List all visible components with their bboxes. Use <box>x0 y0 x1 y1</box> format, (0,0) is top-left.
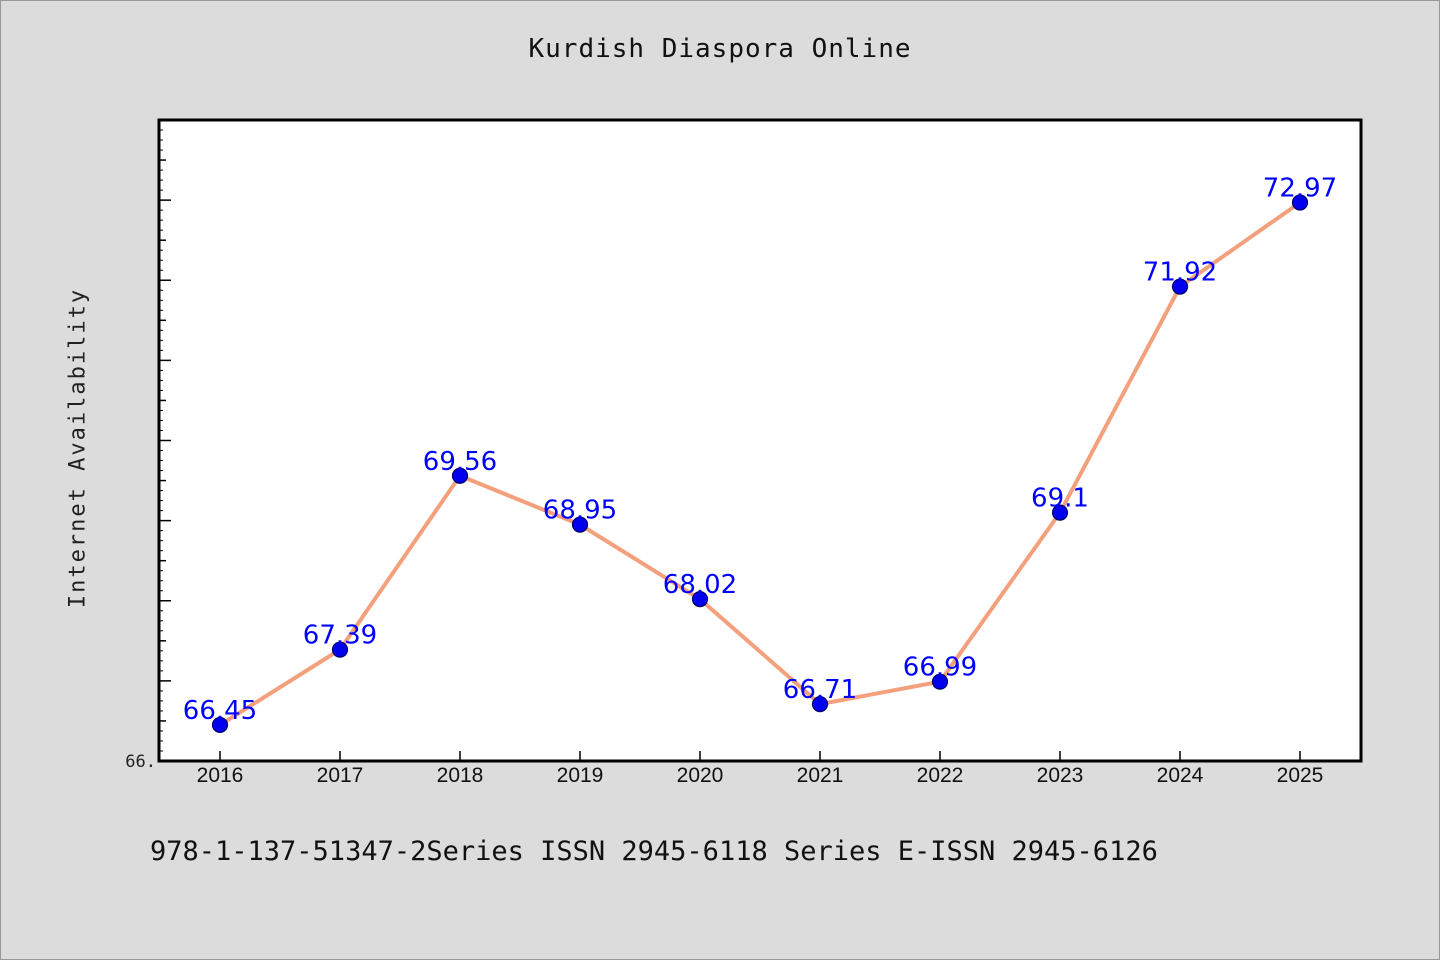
x-tick-label: 2020 <box>677 764 724 787</box>
plot-area <box>159 120 1361 761</box>
data-label: 69.1 <box>1031 484 1089 514</box>
data-label: 66.45 <box>183 696 257 726</box>
series-line <box>218 200 1302 727</box>
data-labels: 66.45 67.39 69.56 68.95 68.02 66.71 66.99 69.1 7… <box>183 174 1337 726</box>
data-point <box>931 673 949 690</box>
data-label: 66.71 <box>783 675 857 705</box>
data-point <box>331 641 349 658</box>
data-label: 68.95 <box>543 496 617 526</box>
data-point <box>1171 278 1189 295</box>
x-tick-label: 2022 <box>917 764 964 787</box>
data-label: 67.39 <box>303 621 377 651</box>
data-label: 69.56 <box>423 447 497 477</box>
data-markers <box>211 194 1309 734</box>
chart-title: Kurdish Diaspora Online <box>528 34 912 64</box>
data-point <box>571 516 589 533</box>
x-tick-label: 2019 <box>557 764 604 787</box>
data-label: 71.92 <box>1143 258 1217 288</box>
data-label: 72.97 <box>1263 174 1337 204</box>
data-label: 68.02 <box>663 570 737 600</box>
data-point <box>691 591 709 608</box>
x-axis-ticks: 2016 2017 2018 2019 2020 2021 2022 2023 2024 2025 <box>197 751 1324 787</box>
y-tick-label: 66. <box>125 752 156 772</box>
footer-isbn-text: 978-1-137-51347-2Series ISSN 2945-6118 S… <box>150 836 1158 867</box>
data-label: 66.99 <box>903 653 977 683</box>
x-tick-label: 2017 <box>317 764 364 787</box>
data-point <box>811 696 829 713</box>
data-point <box>1051 504 1069 521</box>
x-tick-label: 2023 <box>1037 764 1084 787</box>
x-tick-label: 2024 <box>1157 764 1204 787</box>
data-point <box>211 716 229 734</box>
x-tick-label: 2021 <box>797 764 844 787</box>
x-tick-label: 2018 <box>437 764 484 787</box>
x-tick-label: 2016 <box>197 764 244 787</box>
data-point <box>1291 194 1309 211</box>
data-point <box>451 467 469 484</box>
x-tick-label: 2025 <box>1277 764 1324 787</box>
plot-border <box>157 118 1363 763</box>
